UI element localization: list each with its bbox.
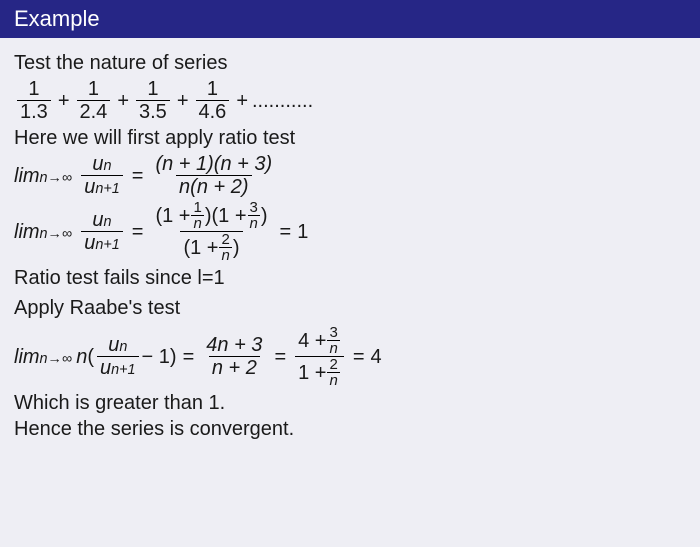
minus-1-close: − 1) xyxy=(142,346,177,368)
ratio-eq-2: lim n→∞ un un+1 = (1 + 1n )(1 + 3n ) (1 … xyxy=(14,200,686,263)
raabe-rhs1: 4n + 3 n + 2 xyxy=(203,334,265,379)
n: n xyxy=(76,346,87,368)
plus: + xyxy=(236,90,248,112)
ratio1-rhs: (n + 1)(n + 3) n(n + 2) xyxy=(152,153,275,198)
greater-than-1: Which is greater than 1. xyxy=(14,392,686,414)
header-title: Example xyxy=(14,6,100,31)
lim: lim xyxy=(14,221,40,243)
term-4: 1 4.6 xyxy=(196,78,230,123)
equals: = xyxy=(353,346,365,368)
ratio2-rhs: (1 + 1n )(1 + 3n ) (1 + 2n ) xyxy=(152,200,270,263)
un-over-unp1: un un+1 xyxy=(97,334,139,379)
un-over-unp1: un un+1 xyxy=(81,153,123,198)
conclusion: Hence the series is convergent. xyxy=(14,418,686,440)
raabe-apply: Apply Raabe's test xyxy=(14,297,686,319)
dots: ........... xyxy=(252,90,313,112)
plus: + xyxy=(117,90,129,112)
series-line: 1 1.3 + 1 2.4 + 1 3.5 + 1 4.6 + ........… xyxy=(14,78,686,123)
term-2: 1 2.4 xyxy=(77,78,111,123)
intro-text: Test the nature of series xyxy=(14,52,686,74)
lim: lim xyxy=(14,165,40,187)
lim-sub: n→∞ xyxy=(40,227,73,243)
equals: = xyxy=(274,346,286,368)
equals: = xyxy=(280,221,292,243)
equals: = xyxy=(183,346,195,368)
raabe-result: 4 xyxy=(371,346,382,368)
ratio2-result: 1 xyxy=(297,221,308,243)
equals: = xyxy=(132,221,144,243)
lim-sub: n→∞ xyxy=(40,171,73,187)
open-paren: ( xyxy=(87,346,94,368)
lim: lim xyxy=(14,346,40,368)
un-over-unp1: un un+1 xyxy=(81,209,123,254)
plus: + xyxy=(177,90,189,112)
equals: = xyxy=(132,165,144,187)
lim-sub: n→∞ xyxy=(40,352,73,368)
term-1: 1 1.3 xyxy=(17,78,51,123)
example-header: Example xyxy=(0,0,700,38)
raabe-eq: lim n→∞ n ( un un+1 − 1) = 4n + 3 n + 2 … xyxy=(14,325,686,388)
term-3: 1 3.5 xyxy=(136,78,170,123)
ratio-note: Here we will first apply ratio test xyxy=(14,127,686,149)
plus: + xyxy=(58,90,70,112)
ratio-eq-1: lim n→∞ un un+1 = (n + 1)(n + 3) n(n + 2… xyxy=(14,153,686,198)
example-body: Test the nature of series 1 1.3 + 1 2.4 … xyxy=(0,38,700,448)
raabe-rhs2: 4 + 3n 1 + 2n xyxy=(295,325,344,388)
ratio-fail: Ratio test fails since l=1 xyxy=(14,267,686,289)
